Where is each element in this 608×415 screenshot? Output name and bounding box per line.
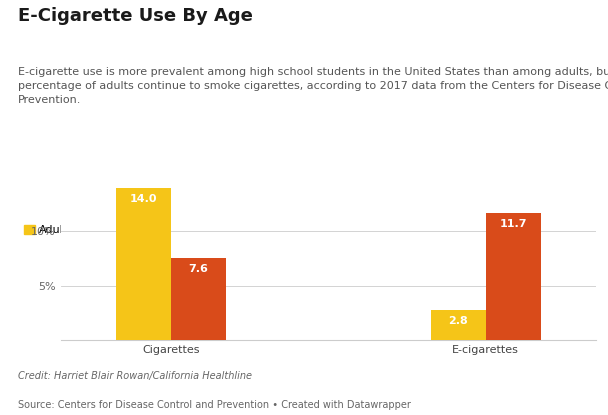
Text: Credit: Harriet Blair Rowan/California Healthline: Credit: Harriet Blair Rowan/California H… xyxy=(18,371,252,381)
Bar xyxy=(116,188,171,340)
Legend: Adults, High school students: Adults, High school students xyxy=(24,225,216,235)
Bar xyxy=(486,213,541,340)
Text: 14.0: 14.0 xyxy=(130,194,157,204)
Text: 7.6: 7.6 xyxy=(188,264,209,274)
Text: Source: Centers for Disease Control and Prevention • Created with Datawrapper: Source: Centers for Disease Control and … xyxy=(18,400,411,410)
Text: E-Cigarette Use By Age: E-Cigarette Use By Age xyxy=(18,7,253,25)
Text: 2.8: 2.8 xyxy=(448,316,468,326)
Bar xyxy=(430,310,486,340)
Text: 11.7: 11.7 xyxy=(500,220,527,229)
Bar xyxy=(171,257,226,340)
Text: E-cigarette use is more prevalent among high school students in the United State: E-cigarette use is more prevalent among … xyxy=(18,67,608,105)
